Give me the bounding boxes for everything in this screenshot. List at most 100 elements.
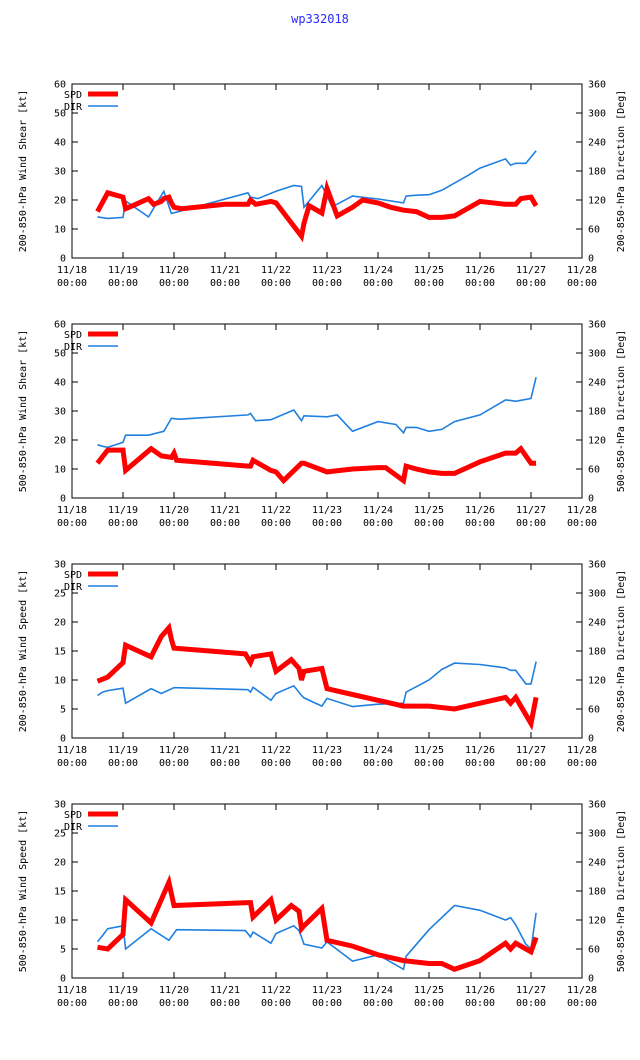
chart-1: 11/18 00:00 11/19 00:00 11/20 00:00 11/21 00:00… [18,80,627,290]
y-tick-label: 20 [54,858,66,869]
x-tick-label-date: 11/28 [567,265,597,276]
x-tick-label-time: 00:00 [159,998,189,1009]
x-tick-label-date: 11/18 [57,505,87,516]
x-tick-label-date: 11/24 [363,265,393,276]
x-tick-label-time: 00:00 [465,998,495,1009]
x-tick-label-time: 00:00 [210,278,240,289]
x-tick-label-time: 00:00 [312,518,342,529]
x-tick-label-date: 11/18 [57,745,87,756]
plot-frame [71,83,583,259]
y2-tick-label: 300 [588,109,606,120]
y2-tick-label: 300 [588,589,606,600]
x-tick-label-time: 00:00 [414,518,444,529]
plot-frame [71,803,583,979]
legend-label-spd: SPD [64,90,82,101]
x-tick-label-date: 11/20 [159,265,189,276]
y2-tick-label: 180 [588,167,606,178]
y-tick-label: 60 [54,320,66,331]
x-tick-label-date: 11/27 [516,505,546,516]
x-tick-label-date: 11/22 [261,745,291,756]
x-tick-label-time: 00:00 [261,278,291,289]
x-tick-label-date: 11/24 [363,505,393,516]
series-line-spd [96,622,539,731]
x-tick-label-time: 00:00 [516,518,546,529]
x-tick-label-time: 00:00 [108,278,138,289]
y2-tick-label: 240 [588,138,606,149]
x-tick-label-time: 00:00 [57,518,87,529]
y-axis-label: 500-850-hPa Wind Shear [kt] [18,330,29,493]
x-tick-label-time: 00:00 [261,998,291,1009]
chart-3: 11/18 00:00 11/19 00:00 11/20 00:00 11/21 00:00… [18,560,627,770]
x-tick-label-time: 00:00 [414,758,444,769]
y2-tick-label: 180 [588,887,606,898]
y2-tick-label: 120 [588,676,606,687]
x-tick-label-date: 11/27 [516,985,546,996]
y-tick-label: 50 [54,349,66,360]
y2-tick-label: 240 [588,378,606,389]
x-tick-label-date: 11/26 [465,745,495,756]
x-tick-label-time: 00:00 [312,758,342,769]
y2-tick-label: 0 [588,494,594,505]
page-title: wp332018 [291,12,349,26]
x-tick-label-time: 00:00 [516,998,546,1009]
x-tick-label-date: 11/25 [414,745,444,756]
x-tick-label-date: 11/22 [261,985,291,996]
y-tick-label: 40 [54,138,66,149]
x-tick-label-time: 00:00 [363,518,393,529]
x-tick-label-date: 11/25 [414,985,444,996]
x-tick-label-time: 00:00 [312,278,342,289]
x-tick-label-time: 00:00 [159,278,189,289]
x-tick-label-time: 00:00 [567,518,597,529]
series-line-spd [95,179,539,243]
legend-label-dir: DIR [64,822,83,833]
y-tick-label: 5 [60,705,66,716]
x-tick-label-time: 00:00 [363,998,393,1009]
y-tick-label: 10 [54,465,66,476]
y-tick-label: 30 [54,407,66,418]
y2-tick-label: 240 [588,858,606,869]
y2-tick-label: 60 [588,225,600,236]
x-tick-label-date: 11/18 [57,265,87,276]
x-tick-label-date: 11/22 [261,265,291,276]
x-tick-label-time: 00:00 [567,998,597,1009]
x-tick-label-date: 11/26 [465,985,495,996]
y2-tick-label: 360 [588,320,606,331]
x-tick-label-time: 00:00 [210,758,240,769]
y-tick-label: 15 [54,647,66,658]
y-tick-label: 50 [54,109,66,120]
y2-tick-label: 120 [588,196,606,207]
y2-tick-label: 360 [588,800,606,811]
x-tick-label-date: 11/21 [210,265,240,276]
y-tick-label: 0 [60,974,66,985]
legend-label-spd: SPD [64,330,82,341]
x-tick-label-time: 00:00 [108,758,138,769]
x-tick-label-time: 00:00 [414,278,444,289]
y2-tick-label: 60 [588,705,600,716]
y-tick-label: 25 [54,589,66,600]
x-tick-label-time: 00:00 [210,518,240,529]
x-tick-label-date: 11/22 [261,505,291,516]
y2-tick-label: 120 [588,916,606,927]
x-tick-label-date: 11/21 [210,505,240,516]
x-tick-label-time: 00:00 [465,758,495,769]
series-line-dir [97,661,537,708]
y-tick-label: 30 [54,800,66,811]
x-tick-label-time: 00:00 [57,998,87,1009]
series-line-dir [97,377,537,449]
y2-tick-label: 0 [588,734,594,745]
y-tick-label: 25 [54,829,66,840]
x-tick-label-date: 11/26 [465,505,495,516]
y-tick-label: 60 [54,80,66,91]
x-tick-label-date: 11/23 [312,505,342,516]
y2-tick-label: 0 [588,254,594,265]
y-tick-label: 10 [54,916,66,927]
y2-axis-label: 500-850-hPa Direction [Deg] [616,810,627,973]
x-tick-label-date: 11/21 [210,745,240,756]
x-tick-label-date: 11/28 [567,745,597,756]
y-tick-label: 40 [54,378,66,389]
x-tick-label-date: 11/23 [312,745,342,756]
y-tick-label: 10 [54,676,66,687]
y-tick-label: 0 [60,254,66,265]
x-tick-label-date: 11/28 [567,505,597,516]
